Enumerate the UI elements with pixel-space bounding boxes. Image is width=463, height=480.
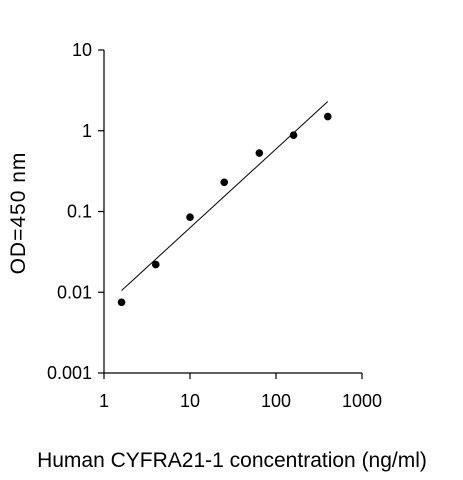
y-tick-label: 10 (72, 40, 92, 60)
data-point (255, 149, 264, 157)
data-point (289, 131, 298, 140)
data-point (151, 260, 160, 269)
y-tick-label: 1 (82, 121, 92, 141)
x-axis-title: Human CYFRA21-1 concentration (ng/ml) (37, 449, 427, 472)
y-axis-title: OD=450 nm (7, 152, 30, 275)
trendline (121, 101, 329, 291)
y-tick-labels: 10 1 0.1 0.01 0.001 (47, 40, 92, 383)
x-tick-labels: 1 10 100 1000 (99, 391, 382, 411)
data-point (220, 178, 229, 187)
data-point (186, 213, 194, 221)
trendline-layer (121, 101, 329, 291)
axes (98, 49, 363, 379)
x-tick-label: 100 (261, 391, 291, 411)
y-tick-label: 0.1 (67, 202, 92, 222)
data-points (117, 112, 332, 307)
x-tick-label: 1000 (342, 391, 382, 411)
data-point (117, 298, 126, 307)
y-tick-label: 0.01 (57, 282, 92, 302)
x-tick-label: 10 (180, 391, 200, 411)
data-point (323, 112, 332, 121)
y-tick-label: 0.001 (47, 363, 92, 383)
x-tick-label: 1 (99, 391, 109, 411)
